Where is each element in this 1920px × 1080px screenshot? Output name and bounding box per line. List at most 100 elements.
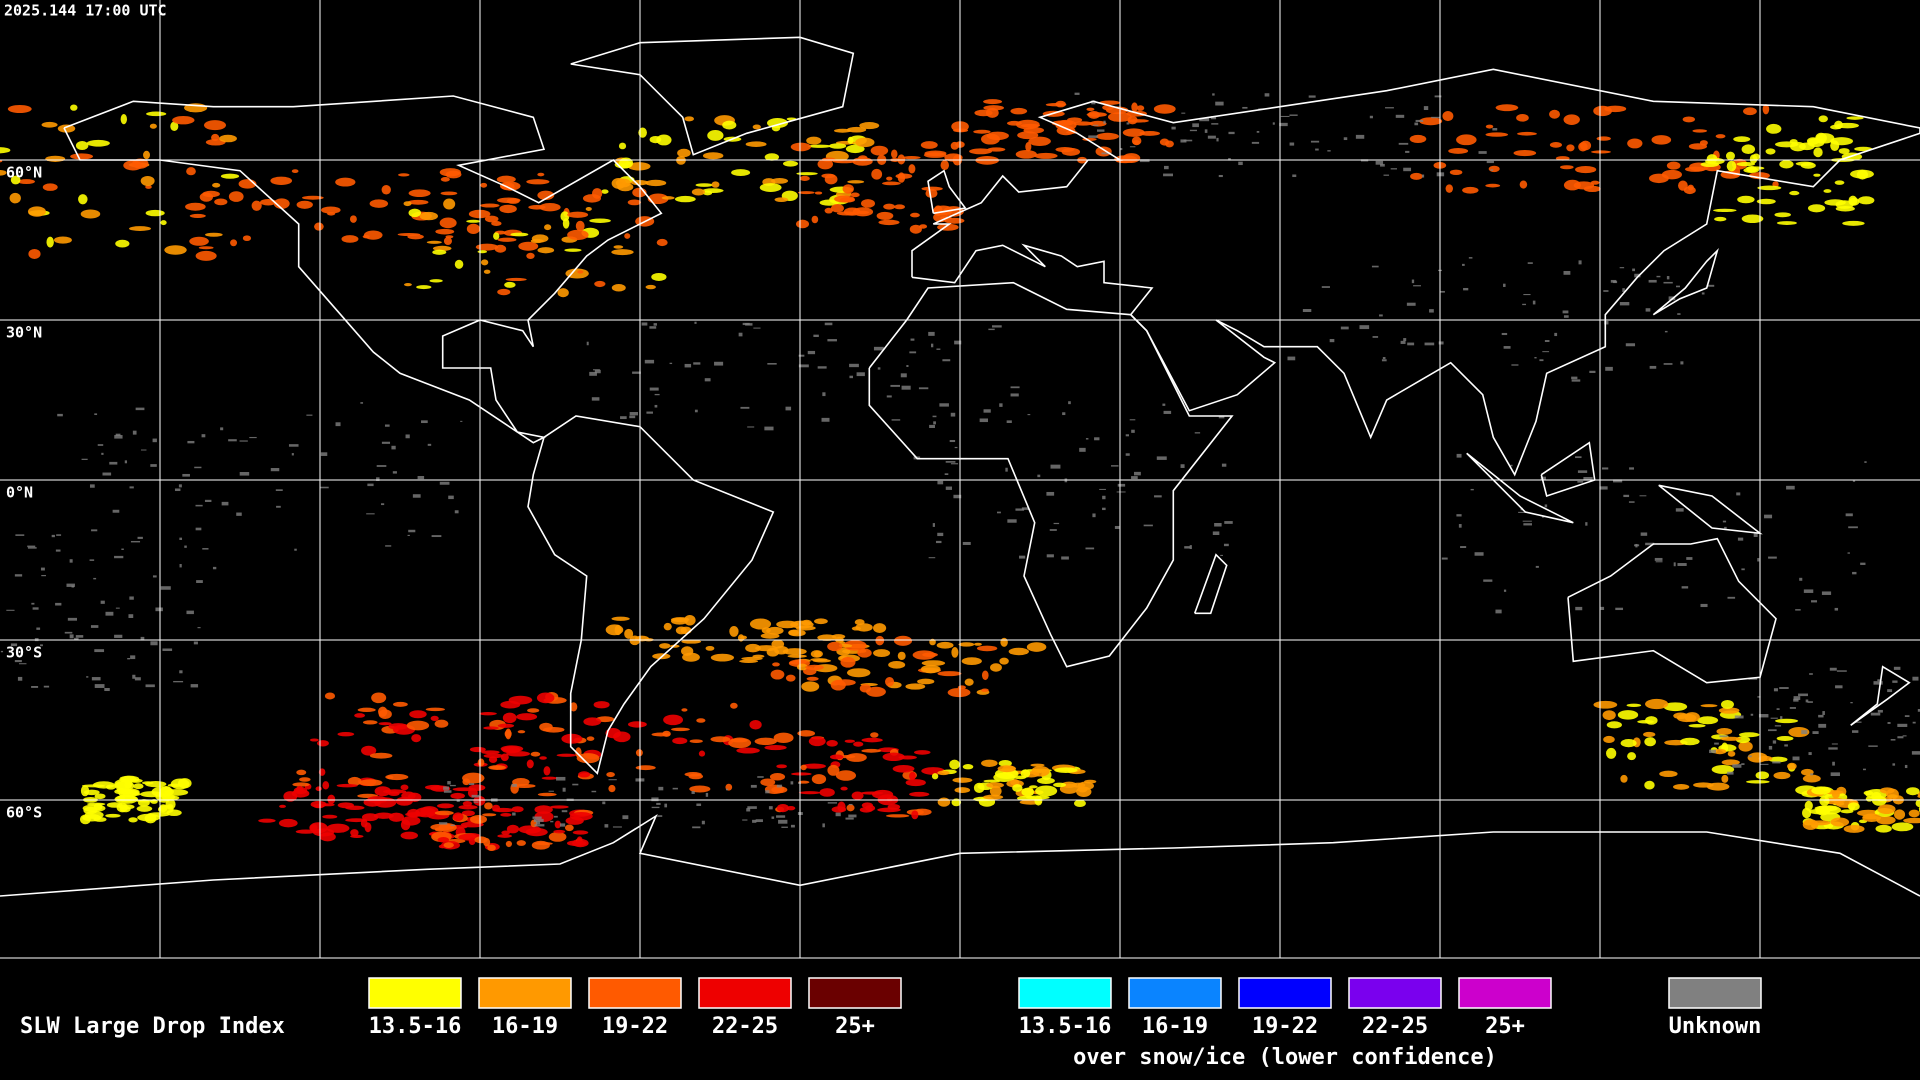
cloud-patch [335,177,356,187]
cloud-patch [531,234,549,243]
cloud-patch [755,645,778,652]
cloud-patch [836,211,857,216]
cloud-patch [798,791,821,795]
unknown-patch [1770,717,1778,719]
unknown-patch [1256,130,1260,133]
unknown-patch [43,685,50,688]
cloud-patch [1606,721,1622,729]
unknown-patch [1544,504,1548,508]
legend-label: 25+ [835,1014,875,1039]
cloud-patch [505,277,527,282]
cloud-patch [470,814,487,824]
unknown-patch [672,787,678,790]
cloud-patch [1485,183,1501,188]
unknown-patch [1189,129,1197,132]
unknown-patch [1774,725,1782,727]
unknown-patch [449,784,456,787]
unknown-patch [1211,123,1219,125]
unknown-patch [1870,712,1881,716]
cloud-patch [840,786,848,791]
unknown-patch [1413,285,1421,287]
cloud-patch [497,723,515,728]
cloud-patch [674,195,696,203]
cloud-patch [41,121,58,128]
cloud-patch [897,154,906,165]
cloud-patch [491,221,502,227]
unknown-patch [738,332,743,337]
unknown-patch [150,641,158,646]
cloud-patch [419,211,438,221]
cloud-patch [893,635,913,646]
cloud-patch [854,619,865,626]
unknown-patch [999,403,1003,407]
cloud-patch [1682,116,1696,123]
unknown-patch [1544,340,1550,342]
legend-swatch [808,977,902,1009]
cloud-patch [1015,149,1037,159]
cloud-patch [575,220,585,232]
cloud-patch [1593,700,1618,709]
unknown-patch [1750,713,1754,716]
cloud-patch [1054,767,1078,773]
unknown-patch [104,687,110,692]
cloud-patch [1131,136,1142,146]
cloud-patch [362,720,378,725]
unknown-patch [1315,148,1319,151]
cloud-patch [933,205,943,217]
cloud-patch [810,650,823,658]
unknown-patch [1623,494,1630,498]
cloud-patch [497,237,517,242]
unknown-patch [1434,95,1442,98]
unknown-patch [798,364,809,368]
cloud-patch [550,805,569,809]
unknown-patch [1613,479,1623,483]
unknown-patch [747,806,757,809]
cloud-patch [1456,134,1477,146]
unknown-patch [1748,678,1758,680]
unknown-patch [1776,708,1780,710]
legend-label: 25+ [1485,1014,1525,1039]
unknown-patch [94,413,98,416]
cloud-patch [481,750,500,755]
unknown-patch [1207,135,1216,139]
unknown-patch [1634,544,1640,547]
unknown-patch [656,802,661,805]
cloud-patch [123,160,143,171]
unknown-patch [152,438,157,443]
cloud-patch [774,197,789,203]
unknown-patch [1724,526,1727,529]
cloud-patch [430,715,439,721]
cloud-patch [576,836,583,845]
unknown-patch [1893,666,1901,670]
cloud-patch [80,814,91,825]
unknown-patch [1129,146,1136,148]
cloud-patch [613,245,624,249]
unknown-patch [1648,279,1657,283]
cloud-patch [499,204,517,214]
unknown-patch [1287,356,1296,361]
cloud-patch [1020,769,1031,778]
unknown-patch [1468,257,1473,259]
cloud-patch [1012,784,1023,792]
cloud-patch [651,732,671,737]
unknown-patch [572,783,579,786]
unknown-patch [725,788,729,791]
unknown-patch [407,534,410,536]
cloud-patch [892,765,915,773]
unknown-patch [1395,114,1405,118]
cloud-patch [1020,123,1041,128]
cloud-patch [469,746,486,753]
unknown-patch [249,436,257,439]
unknown-patch [1171,126,1176,130]
unknown-patch [1511,364,1519,366]
unknown-patch [1727,771,1734,775]
cloud-patch [569,811,593,821]
unknown-patch [910,338,915,341]
cloud-patch [388,791,400,796]
unknown-patch [1292,174,1297,178]
unknown-patch [130,540,141,543]
cloud-patch [378,722,392,726]
cloud-patch [788,629,799,636]
unknown-patch [1812,731,1819,735]
cloud-patch [627,199,642,206]
